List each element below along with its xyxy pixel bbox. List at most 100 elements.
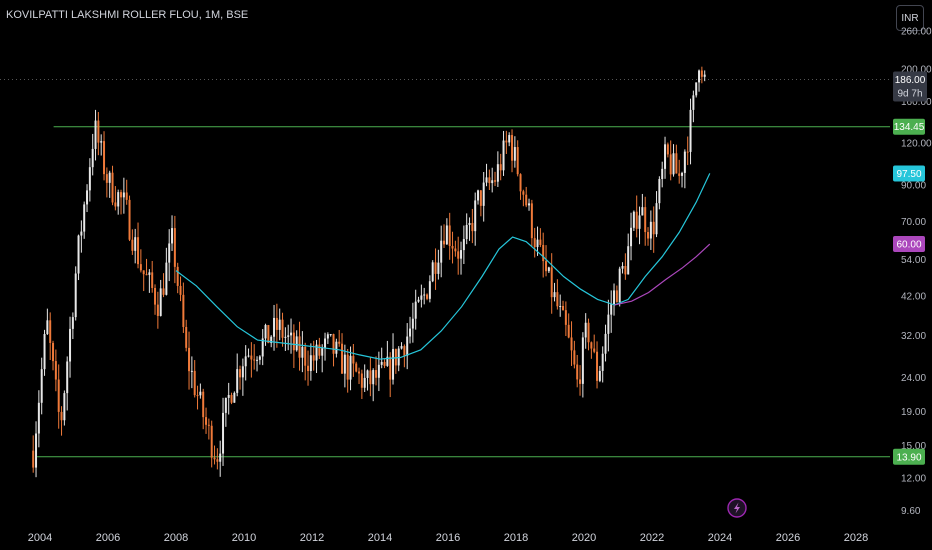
candle-body [250, 355, 253, 360]
candle-body [32, 450, 35, 468]
candle-body [326, 334, 329, 339]
candle-body [468, 222, 471, 225]
currency-button[interactable]: INR [896, 5, 924, 31]
candle-body [236, 369, 239, 393]
candle-body [122, 192, 125, 198]
candle-body [128, 199, 131, 240]
y-tick-label: 32.00 [901, 331, 926, 342]
candle-body [360, 373, 363, 388]
candle-body [43, 334, 46, 370]
candle-body [630, 227, 633, 247]
candle-body [562, 306, 565, 311]
candle-body [550, 267, 553, 298]
candle-body [488, 177, 491, 184]
candle-body [615, 290, 618, 303]
candle-body [165, 262, 168, 295]
candle-body [406, 336, 409, 356]
candle-body [528, 203, 531, 206]
candle-body [94, 120, 97, 149]
candle-body [83, 204, 86, 232]
candle-body [593, 348, 596, 352]
candle-body [686, 151, 689, 153]
candle-body [318, 344, 321, 356]
candle-body [35, 433, 38, 468]
candle-body [409, 328, 412, 337]
candle-body [324, 338, 327, 349]
candle-body [423, 294, 426, 296]
candle-body [576, 364, 579, 380]
candle-body [171, 228, 174, 244]
candle-body [193, 370, 196, 396]
candle-body [100, 141, 103, 143]
candle-body [199, 391, 202, 396]
bar-countdown: 9d 7h [897, 88, 922, 99]
x-tick-label: 2022 [640, 532, 664, 544]
candle-body [275, 317, 278, 330]
candle-body [632, 211, 635, 228]
candle-body [414, 301, 417, 319]
candle-body [649, 221, 652, 239]
x-tick-label: 2028 [844, 532, 868, 544]
candle-body [664, 144, 667, 169]
candle-body [205, 417, 208, 425]
x-tick-label: 2026 [776, 532, 800, 544]
candle-body [159, 288, 162, 316]
lightning-icon[interactable] [727, 498, 747, 518]
level-price-badge-bg [893, 118, 925, 135]
candle-body [202, 391, 205, 418]
candle-body [377, 364, 380, 378]
candle-body [397, 348, 400, 366]
ma-short-badge: 60.00 [896, 240, 921, 251]
candle-body [479, 190, 482, 206]
candle-body [219, 453, 222, 462]
candle-body [411, 318, 414, 329]
candle-body [57, 379, 60, 412]
candle-body [301, 346, 304, 358]
candle-body [505, 140, 508, 143]
candle-body [154, 287, 157, 305]
candle-body [97, 120, 100, 143]
candle-body [63, 393, 66, 421]
candle-body [624, 266, 627, 275]
candle-body [389, 356, 392, 380]
candle-body [604, 333, 607, 354]
candle-body [448, 225, 451, 246]
candle-body [462, 239, 465, 251]
y-tick-label: 42.00 [901, 291, 926, 302]
candle-body [335, 341, 338, 354]
x-tick-label: 2010 [232, 532, 256, 544]
candle-body [74, 273, 77, 318]
candle-body [190, 370, 193, 372]
candle-body [570, 337, 573, 351]
candle-body [278, 319, 281, 330]
candle-body [281, 319, 284, 338]
candle-body [108, 172, 111, 183]
candle-body [542, 244, 545, 262]
candle-body [559, 306, 562, 308]
candle-body [230, 395, 233, 403]
candle-body [579, 379, 582, 384]
candle-body [613, 290, 616, 305]
candle-body [346, 354, 349, 380]
candle-body [134, 237, 137, 251]
candle-body [352, 355, 355, 364]
candle-body [312, 355, 315, 361]
y-tick-label: 260.00 [901, 26, 932, 37]
candle-body [80, 231, 83, 236]
candle-body [151, 272, 154, 288]
candle-body [49, 320, 52, 343]
candle-body [270, 336, 273, 344]
candle-body [375, 370, 378, 378]
candle-body [516, 147, 519, 175]
candle-body [372, 370, 375, 385]
candle-body [156, 304, 159, 316]
ma-long-badge-bg [893, 165, 925, 182]
candle-body [137, 237, 140, 265]
x-axis: 2004 2006 2008 2010 2012 2014 2016 2018 2020 2022… [28, 532, 868, 544]
candle-body [683, 151, 686, 173]
candle-body [103, 141, 106, 175]
candle-body [366, 370, 369, 378]
candle-body [264, 325, 267, 339]
candle-body [173, 228, 176, 267]
